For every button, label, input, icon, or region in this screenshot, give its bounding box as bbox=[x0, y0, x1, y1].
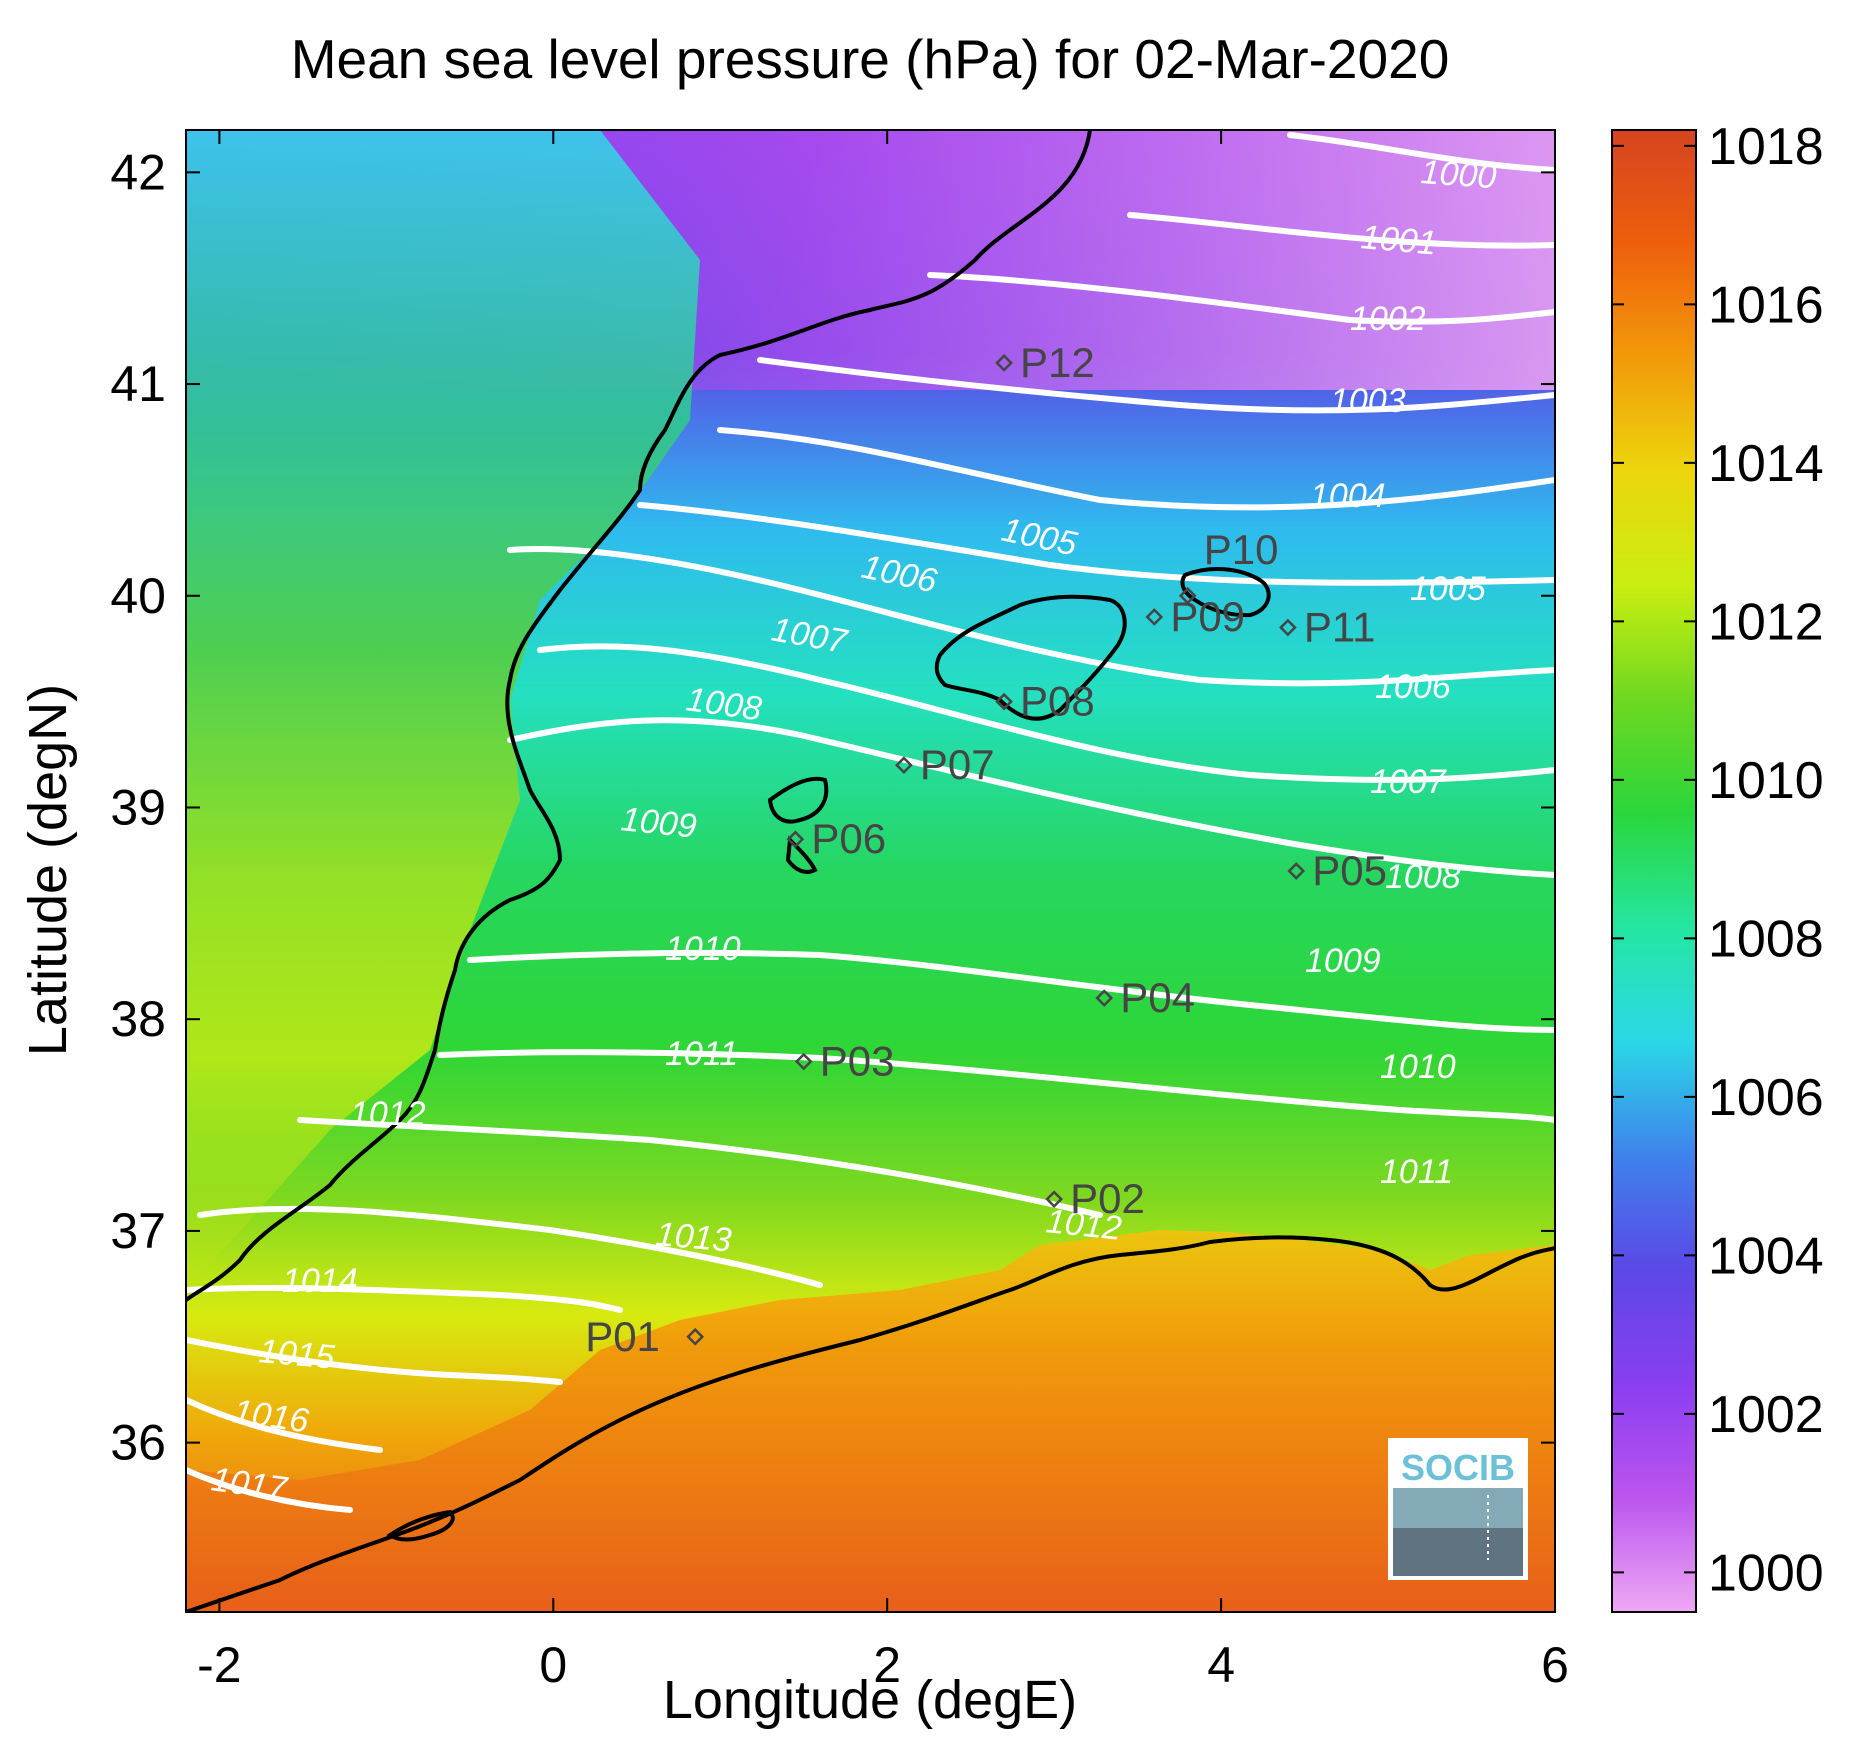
socib-logo: SOCIB bbox=[1388, 1438, 1528, 1580]
station-label: P03 bbox=[820, 1038, 895, 1085]
plot-area: 1000 1001 1002 1003 1004 1005 1005 1006 … bbox=[186, 130, 1555, 1612]
colorbar-tick-label: 1004 bbox=[1708, 1227, 1824, 1285]
x-tick-label: 6 bbox=[1541, 1637, 1569, 1693]
contour-label: 1000 bbox=[1419, 153, 1497, 196]
station-label: P11 bbox=[1304, 604, 1376, 651]
colorbar-tick-label: 1014 bbox=[1708, 435, 1824, 493]
station-label: P04 bbox=[1120, 974, 1195, 1021]
contour-label: 1010 bbox=[665, 930, 741, 968]
y-axis-label: Latitude (degN) bbox=[18, 684, 78, 1056]
colorbar-tick-label: 1000 bbox=[1708, 1544, 1824, 1602]
station-label: P05 bbox=[1312, 847, 1387, 894]
y-tick-label: 36 bbox=[110, 1415, 166, 1471]
station-marker bbox=[794, 1052, 813, 1071]
contour-label: 1013 bbox=[654, 1215, 733, 1259]
station-marker bbox=[1287, 862, 1306, 880]
colorbar-tick-label: 1008 bbox=[1708, 910, 1824, 968]
station-label: P01 bbox=[585, 1313, 660, 1360]
coastline bbox=[186, 130, 1555, 1612]
contour-label: 1012 bbox=[350, 1095, 426, 1133]
menorca-outline bbox=[1180, 567, 1271, 618]
station-label: P06 bbox=[811, 815, 886, 862]
x-tick-label: 4 bbox=[1207, 1637, 1235, 1693]
colorbar bbox=[1611, 129, 1697, 1613]
y-tick-label: 41 bbox=[110, 356, 166, 412]
station-label: P08 bbox=[1020, 678, 1095, 725]
station-marker bbox=[786, 830, 805, 849]
colorbar-tick-label: 1016 bbox=[1708, 276, 1824, 334]
iberia-land-field bbox=[186, 130, 700, 1290]
ibiza-outline bbox=[767, 776, 829, 874]
contour-label: 1009 bbox=[1305, 942, 1381, 980]
contour-label: 1008 bbox=[1385, 858, 1461, 896]
isobar-lines bbox=[186, 132, 1555, 1513]
mallorca-outline bbox=[934, 594, 1127, 721]
colorbar-tick-label: 1012 bbox=[1708, 593, 1824, 651]
station-marker bbox=[686, 1327, 705, 1346]
x-tick-label: 2 bbox=[873, 1637, 901, 1693]
station-label: P09 bbox=[1170, 593, 1245, 640]
axes: -2 0 2 4 6 36 37 38 39 40 41 42 bbox=[110, 130, 1569, 1693]
contour-label: 1009 bbox=[619, 800, 698, 846]
y-tick-label: 37 bbox=[110, 1203, 166, 1259]
colorbar-tick-label: 1002 bbox=[1708, 1386, 1824, 1444]
y-tick-label: 38 bbox=[110, 991, 166, 1047]
station-marker bbox=[1145, 608, 1164, 626]
contour-label: 1014 bbox=[282, 1262, 358, 1300]
station-marker bbox=[1279, 618, 1297, 637]
contour-label: 1011 bbox=[665, 1035, 738, 1073]
logo-text: SOCIB bbox=[1401, 1447, 1515, 1488]
contour-label: 1010 bbox=[1380, 1048, 1456, 1086]
plot-frame bbox=[185, 129, 1556, 1613]
station-points: P01 P02 P03 P04 P05 P06 P07 P08 P09 P10 P11 P12 bbox=[585, 339, 1387, 1360]
x-tick-label: -2 bbox=[197, 1637, 241, 1693]
contour-label: 1004 bbox=[1310, 477, 1386, 515]
contour-label: 1005 bbox=[1410, 570, 1486, 608]
station-marker bbox=[1045, 1190, 1063, 1208]
alboran-outline bbox=[386, 1509, 455, 1542]
contour-labels: 1000 1001 1002 1003 1004 1005 1005 1006 … bbox=[209, 153, 1498, 1509]
y-tick-label: 42 bbox=[110, 144, 166, 200]
y-tick-label: 39 bbox=[110, 779, 166, 835]
contour-label: 1002 bbox=[1350, 300, 1426, 338]
contour-label: 1015 bbox=[257, 1332, 336, 1376]
contour-label: 1001 bbox=[1359, 218, 1438, 262]
station-label: P10 bbox=[1204, 526, 1279, 573]
contour-label: 1011 bbox=[1380, 1153, 1453, 1191]
station-marker bbox=[1178, 586, 1197, 605]
colorbar-tick-label: 1010 bbox=[1708, 752, 1824, 810]
africa-land-field bbox=[186, 1230, 1555, 1612]
station-label: P12 bbox=[1020, 339, 1095, 386]
station-marker bbox=[995, 692, 1013, 711]
x-axis-label: Longitude (degE) bbox=[663, 1670, 1077, 1730]
contour-label: 1007 bbox=[1370, 763, 1447, 801]
y-tick-label: 40 bbox=[110, 568, 166, 624]
colorbar-ticks: 1000 1002 1004 1006 1008 1010 1012 1014 1016 1018 bbox=[1612, 118, 1824, 1602]
station-label: P07 bbox=[920, 741, 995, 788]
chart-title: Mean sea level pressure (hPa) for 02-Mar… bbox=[291, 28, 1450, 90]
station-label: P02 bbox=[1070, 1175, 1145, 1222]
contour-label: 1012 bbox=[1044, 1202, 1123, 1248]
station-marker bbox=[895, 756, 913, 774]
contour-label: 1006 bbox=[1375, 668, 1451, 706]
colorbar-tick-label: 1018 bbox=[1708, 118, 1824, 176]
contour-label: 1003 bbox=[1330, 382, 1406, 420]
colorbar-tick-label: 1006 bbox=[1708, 1069, 1824, 1127]
x-tick-label: 0 bbox=[539, 1637, 567, 1693]
station-marker bbox=[995, 354, 1013, 372]
station-marker bbox=[1095, 989, 1114, 1007]
